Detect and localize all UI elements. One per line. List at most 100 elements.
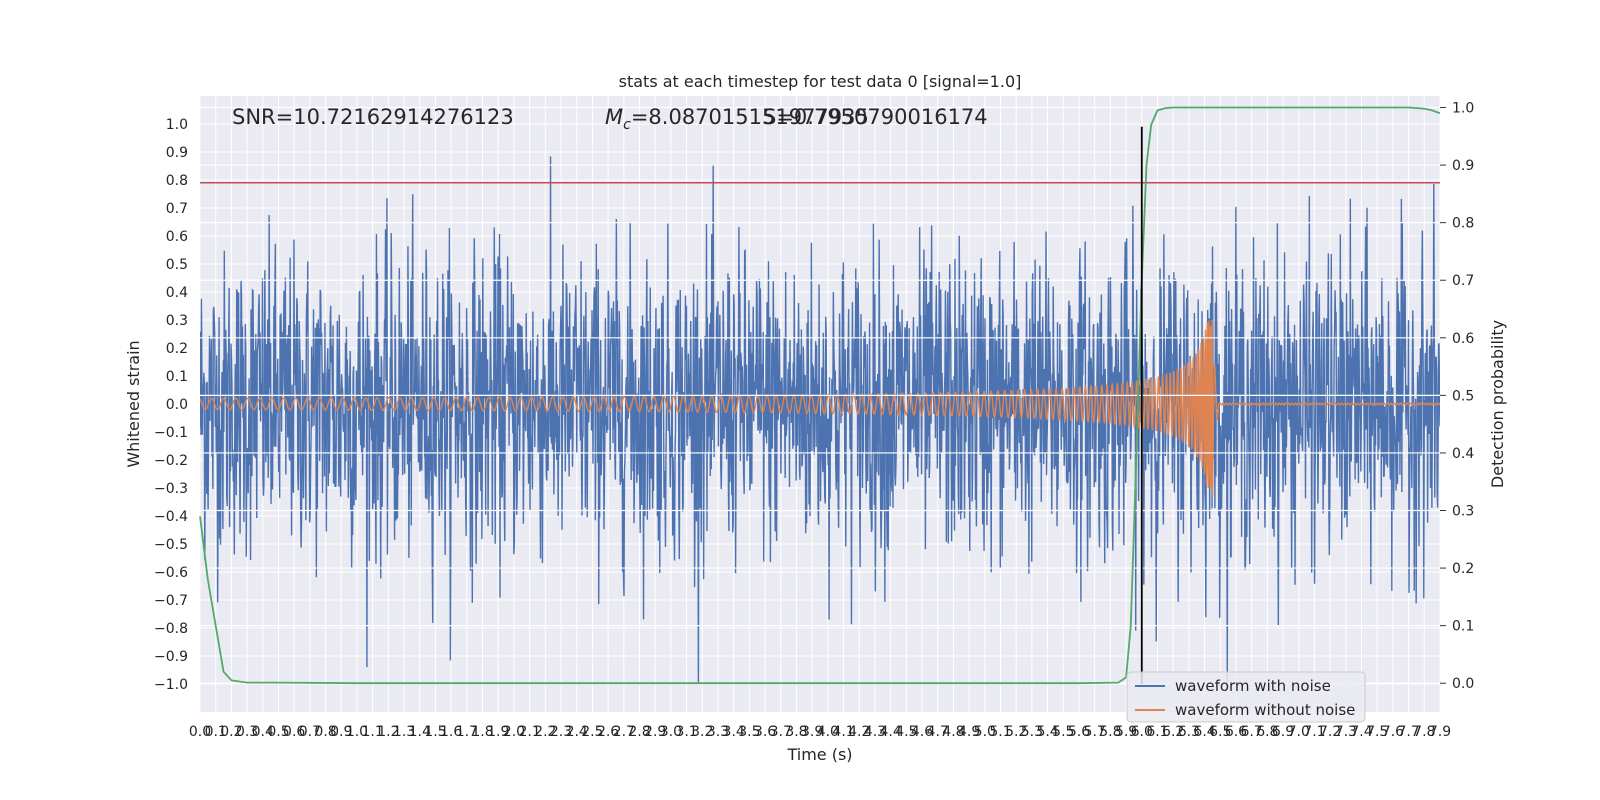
x-tick-label: 6.9: [1272, 724, 1294, 740]
y-tick-label: −0.7: [154, 593, 188, 609]
x-tick-label: 4.0: [817, 724, 839, 740]
chirp-mass-symbol: M: [605, 105, 623, 129]
x-tick-label: 5.2: [1005, 724, 1027, 740]
legend-box: [1126, 671, 1366, 723]
x-tick-label: 2.0: [503, 724, 525, 740]
y-right-tick-label: 0.3: [1452, 504, 1474, 520]
series-detection-probability: [199, 106, 1441, 685]
x-tick-label: 4.8: [942, 724, 964, 740]
x-tick-label: 6.6: [1225, 724, 1247, 740]
x-tick-label: 5.1: [989, 724, 1011, 740]
x-tick-label: 3.7: [770, 724, 792, 740]
series-waveform-without-noise: [200, 319, 1440, 498]
y-tick-label: −0.9: [154, 649, 188, 665]
x-tick-label: 6.2: [1162, 724, 1184, 740]
y-axis-left: 1.0 0.9 0.8 0.7 0.6 0.5 0.4 0.3 0.2 0.1 0.0 −0.1 −0.…: [154, 117, 188, 693]
x-tick-label: 7.7: [1397, 724, 1419, 740]
x-tick-label: 3.4: [723, 724, 745, 740]
x-tick-label: 0.0: [189, 724, 211, 740]
y-tick-label: 0.7: [166, 201, 188, 217]
x-tick-label: 7.9: [1429, 724, 1451, 740]
x-tick-label: 7.0: [1288, 724, 1310, 740]
x-tick-label: 4.1: [832, 724, 854, 740]
x-tick-label: 3.5: [738, 724, 760, 740]
y-right-tick-label: 0.8: [1452, 216, 1474, 232]
x-tick-label: 0.3: [236, 724, 258, 740]
y-axis-right-label: Detection probability: [1488, 320, 1507, 488]
x-tick-label: 6.1: [1146, 724, 1168, 740]
y-right-tick-label: 0.6: [1452, 331, 1474, 347]
y-tick-label: 1.0: [166, 117, 188, 133]
x-tick-label: 7.1: [1303, 724, 1325, 740]
x-tick-label: 4.6: [911, 724, 933, 740]
x-tick-label: 6.7: [1241, 724, 1263, 740]
x-tick-label: 7.3: [1335, 724, 1357, 740]
x-tick-label: 5.4: [1036, 724, 1058, 740]
chirp-mass-annotation: Mc=8.087015151977935: [605, 105, 869, 133]
y-axis-label: Whitened strain: [124, 340, 143, 467]
y-right-tick-label: 0.5: [1452, 388, 1474, 404]
legend-label-noise: waveform with noise: [1175, 677, 1331, 695]
x-tick-label: 2.2: [534, 724, 556, 740]
x-axis-label: Time (s): [786, 745, 852, 764]
y-tick-label: −0.2: [154, 453, 188, 469]
x-tick-label: 7.8: [1413, 724, 1435, 740]
x-tick-label: 2.3: [550, 724, 572, 740]
x-tick-label: 0.1: [205, 724, 227, 740]
legend: waveform with noise waveform without noi…: [1126, 671, 1366, 723]
x-tick-label: 7.5: [1366, 724, 1388, 740]
y-tick-label: −0.6: [154, 565, 188, 581]
x-tick-label: 5.0: [974, 724, 996, 740]
y-axis-right: 1.0 0.9 0.8 0.7 0.6 0.5 0.4 0.3 0.2 0.1 0.0: [1440, 101, 1474, 692]
chirp-mass-subscript: c: [623, 117, 631, 133]
y-tick-label: 0.4: [166, 285, 188, 301]
x-tick-label: 1.3: [393, 724, 415, 740]
y-tick-label: −1.0: [154, 677, 188, 693]
x-tick-label: 0.9: [330, 724, 352, 740]
y-tick-label: 0.9: [166, 145, 188, 161]
x-tick-label: 2.6: [597, 724, 619, 740]
x-tick-label: 6.5: [1209, 724, 1231, 740]
x-tick-label: 2.1: [518, 724, 540, 740]
x-tick-label: 7.2: [1319, 724, 1341, 740]
x-axis: 0.00.10.20.30.40.50.60.70.80.91.01.11.21…: [189, 724, 1451, 740]
x-tick-label: 6.8: [1256, 724, 1278, 740]
series-layer: [200, 156, 1440, 685]
x-tick-label: 2.5: [581, 724, 603, 740]
y-tick-label: −0.8: [154, 621, 188, 637]
y-tick-label: −0.3: [154, 481, 188, 497]
x-tick-label: 6.0: [1131, 724, 1153, 740]
y-tick-label: −0.1: [154, 425, 188, 441]
x-tick-label: 0.8: [314, 724, 336, 740]
x-tick-label: 0.4: [252, 724, 274, 740]
y-tick-label: 0.3: [166, 313, 188, 329]
y-right-tick-label: 0.0: [1452, 676, 1474, 692]
x-tick-label: 4.4: [880, 724, 902, 740]
y-tick-label: −0.4: [154, 509, 188, 525]
x-tick-label: 0.2: [220, 724, 242, 740]
x-tick-label: 1.9: [487, 724, 509, 740]
x-tick-label: 3.1: [675, 724, 697, 740]
chart-title: stats at each timestep for test data 0 […: [619, 72, 1022, 91]
x-tick-label: 1.6: [440, 724, 462, 740]
y-tick-label: 0.1: [166, 369, 188, 385]
x-tick-label: 4.3: [864, 724, 886, 740]
x-tick-label: 1.7: [456, 724, 478, 740]
x-tick-label: 1.2: [377, 724, 399, 740]
x-tick-label: 4.9: [958, 724, 980, 740]
x-tick-label: 5.7: [1084, 724, 1106, 740]
series-waveform-with-noise: [200, 156, 1440, 685]
x-tick-label: 5.8: [1099, 724, 1121, 740]
y-tick-label: 0.6: [166, 229, 188, 245]
x-tick-label: 6.4: [1193, 724, 1215, 740]
y-right-tick-label: 0.2: [1452, 561, 1474, 577]
x-tick-label: 1.8: [471, 724, 493, 740]
x-tick-label: 3.9: [801, 724, 823, 740]
x-tick-label: 5.3: [1021, 724, 1043, 740]
y-right-tick-label: 0.4: [1452, 446, 1474, 462]
x-tick-label: 1.1: [362, 724, 384, 740]
y-tick-label: 0.2: [166, 341, 188, 357]
y-right-tick-label: 1.0: [1452, 101, 1474, 117]
x-tick-label: 1.0: [346, 724, 368, 740]
